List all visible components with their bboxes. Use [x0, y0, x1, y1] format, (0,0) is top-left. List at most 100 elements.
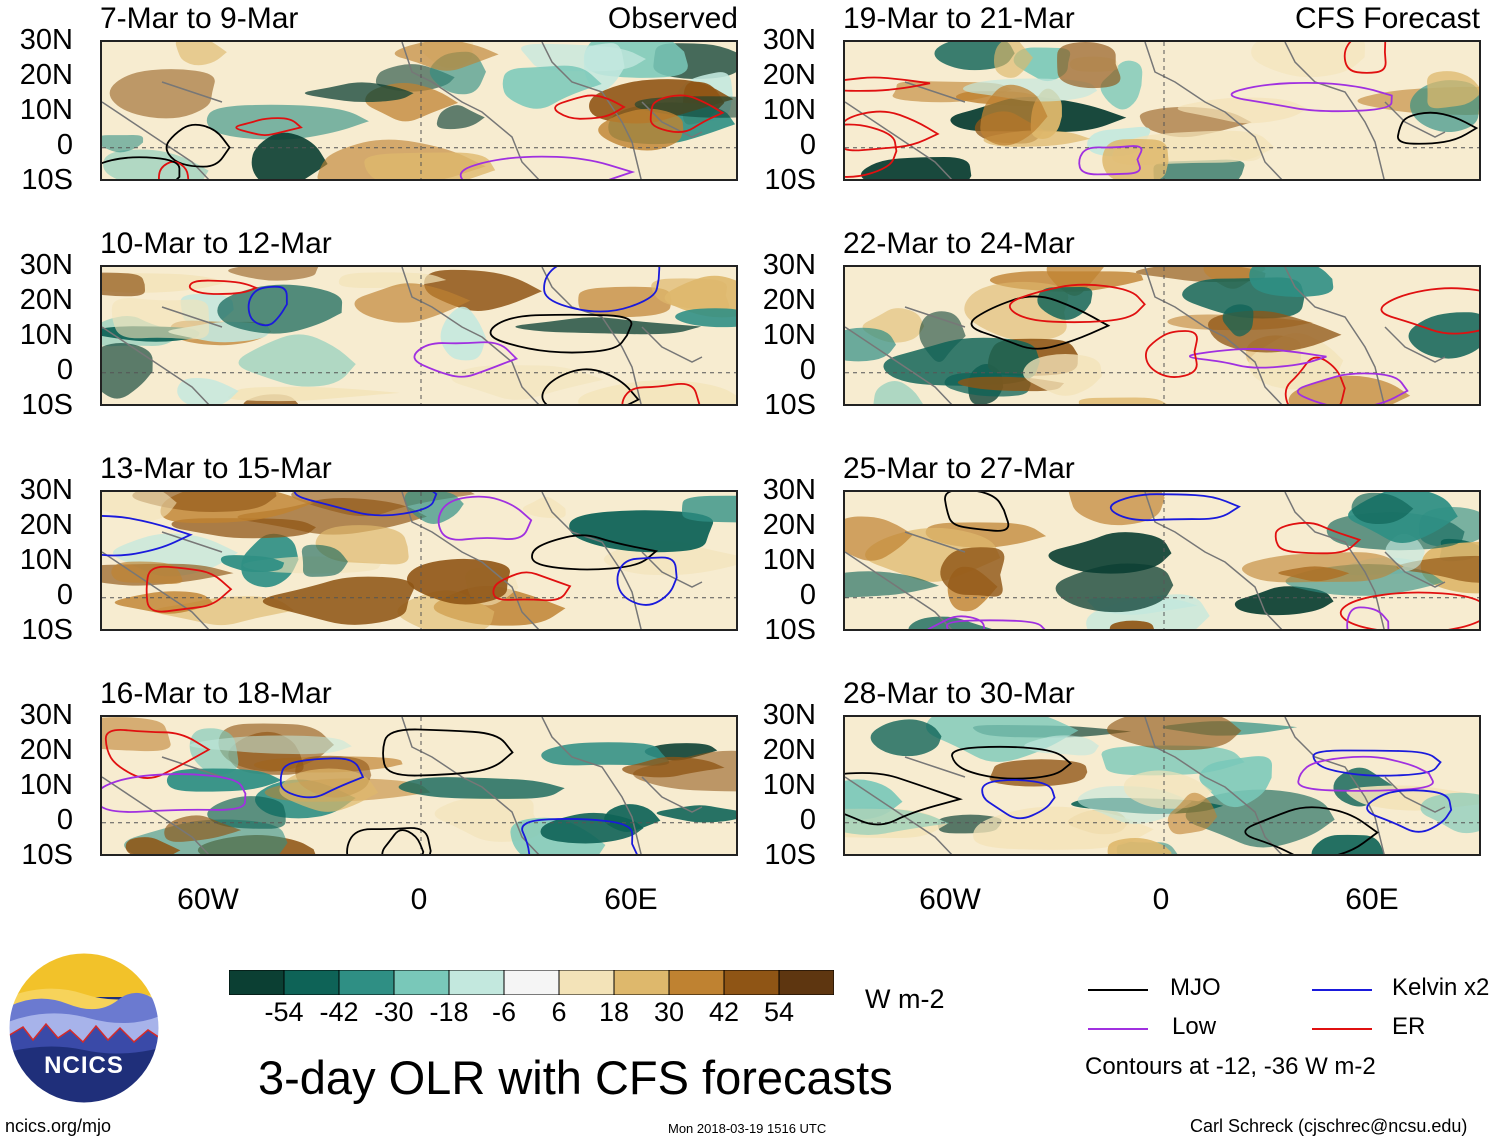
- olr-shading: [102, 272, 146, 297]
- olr-shading: [102, 343, 153, 399]
- olr-shading: [633, 750, 736, 792]
- colorbar-svg: [228, 969, 835, 996]
- olr-shading: [175, 42, 227, 66]
- olr-shading: [1086, 594, 1210, 629]
- olr-shading: [1023, 354, 1102, 396]
- olr-shading: [207, 796, 286, 829]
- olr-shading: [651, 278, 730, 311]
- lat-label-left-4-2: 10N: [19, 769, 73, 801]
- olr-shading: [1251, 42, 1366, 78]
- wave-contour: [554, 94, 626, 120]
- olr-shading: [1068, 492, 1165, 526]
- lat-label-left-3-3: 0: [56, 579, 73, 611]
- colorbar-swatch-0: [228, 969, 285, 996]
- olr-shading: [109, 69, 215, 119]
- colorbar-tick-6: 18: [598, 997, 630, 1027]
- colorbar-tick-3: -18: [429, 997, 469, 1027]
- colorbar: [228, 969, 835, 996]
- olr-shading: [1288, 375, 1411, 404]
- wave-contour: [235, 117, 303, 137]
- olr-shading: [1311, 834, 1385, 854]
- wave-contour: [104, 729, 211, 779]
- colorbar-swatch-4: [448, 969, 505, 996]
- colorbar-swatch-5: [503, 969, 560, 996]
- olr-shading: [1249, 267, 1334, 297]
- colorbar-tick-8: 42: [708, 997, 740, 1027]
- wave-contour: [489, 313, 633, 354]
- olr-shading: [406, 558, 510, 605]
- map-svg-right-2: [845, 267, 1479, 404]
- olr-shading: [301, 544, 348, 577]
- lat-label-right-4-4: 10S: [764, 839, 816, 871]
- olr-shading: [861, 157, 972, 179]
- wave-contour: [102, 156, 181, 179]
- lon-label-left-60e: 60E: [604, 883, 658, 916]
- wave-contour: [543, 267, 661, 313]
- olr-shading: [398, 777, 565, 799]
- wave-contour: [188, 279, 259, 295]
- olr-shading: [1102, 139, 1169, 179]
- colorbar-swatch-10: [778, 969, 835, 996]
- legend-label-low: Low: [1172, 1013, 1217, 1040]
- map-svg-left-4: [102, 717, 736, 854]
- lat-label-right-4-2: 10N: [762, 769, 816, 801]
- wave-contour: [1297, 755, 1434, 792]
- olr-shading: [1100, 60, 1143, 110]
- wave-contour: [382, 728, 514, 777]
- lat-label-right-1-1: 20N: [762, 59, 816, 91]
- coastlines: [102, 717, 703, 854]
- olr-shading: [111, 298, 209, 340]
- wave-contour: [346, 827, 432, 854]
- lat-label-right-2-1: 20N: [762, 284, 816, 316]
- olr-shading: [993, 42, 1033, 78]
- map-panel-left-1: [100, 40, 738, 181]
- olr-shading: [845, 571, 939, 598]
- map-panel-right-1: [843, 40, 1481, 181]
- lat-label-left-2-0: 30N: [19, 249, 73, 281]
- legend-label-mjo: MJO: [1170, 974, 1221, 1001]
- lat-label-left-4-3: 0: [56, 804, 73, 836]
- wave-contour: [616, 556, 678, 606]
- coastlines: [845, 267, 1446, 404]
- coastlines: [845, 492, 1446, 629]
- olr-shading: [578, 380, 736, 404]
- olr-shading: [980, 84, 1048, 146]
- legend-label-kelvin: Kelvin x2: [1392, 974, 1490, 1001]
- colorbar-swatch-9: [723, 969, 780, 996]
- wave-contour: [381, 829, 425, 854]
- wave-contour: [927, 615, 986, 629]
- lat-label-right-1-4: 10S: [764, 164, 816, 196]
- olr-shading: [681, 495, 736, 523]
- panel-title-left-3: 13-Mar to 15-Mar: [100, 452, 332, 485]
- map-svg-left-2: [102, 267, 736, 404]
- colorbar-swatch-6: [558, 969, 615, 996]
- wave-contour: [437, 495, 533, 541]
- olr-shading: [220, 555, 285, 573]
- colorbar-tick-9: 54: [763, 997, 795, 1027]
- ncics-logo-graphic: [8, 952, 160, 1104]
- lat-label-right-2-2: 10N: [762, 319, 816, 351]
- olr-shading: [304, 82, 414, 103]
- panel-title-left-4: 16-Mar to 18-Mar: [100, 677, 332, 710]
- wave-contour: [492, 571, 572, 602]
- olr-shading: [541, 742, 670, 766]
- lat-label-left-3-1: 20N: [19, 509, 73, 541]
- wave-contour: [541, 368, 640, 404]
- lon-label-right-60w: 60W: [919, 883, 981, 916]
- lat-label-left-1-2: 10N: [19, 94, 73, 126]
- lat-label-left-1-3: 0: [56, 129, 73, 161]
- map-panel-left-4: [100, 715, 738, 856]
- olr-shading: [1222, 304, 1254, 337]
- wave-contour: [1339, 591, 1479, 629]
- lat-label-right-3-4: 10S: [764, 614, 816, 646]
- wave-contour: [1346, 606, 1390, 629]
- lat-label-right-4-3: 0: [799, 804, 816, 836]
- wave-contour: [158, 160, 190, 179]
- olr-shading: [228, 386, 400, 402]
- panel-title-right-1: 19-Mar to 21-Mar: [843, 2, 1075, 35]
- wave-contour: [649, 94, 725, 133]
- map-svg-right-4: [845, 717, 1479, 854]
- footer-credit: Carl Schreck (cjschrec@ncsu.edu): [1190, 1116, 1468, 1136]
- lon-label-left-0: 0: [410, 883, 428, 916]
- olr-shading: [125, 837, 181, 854]
